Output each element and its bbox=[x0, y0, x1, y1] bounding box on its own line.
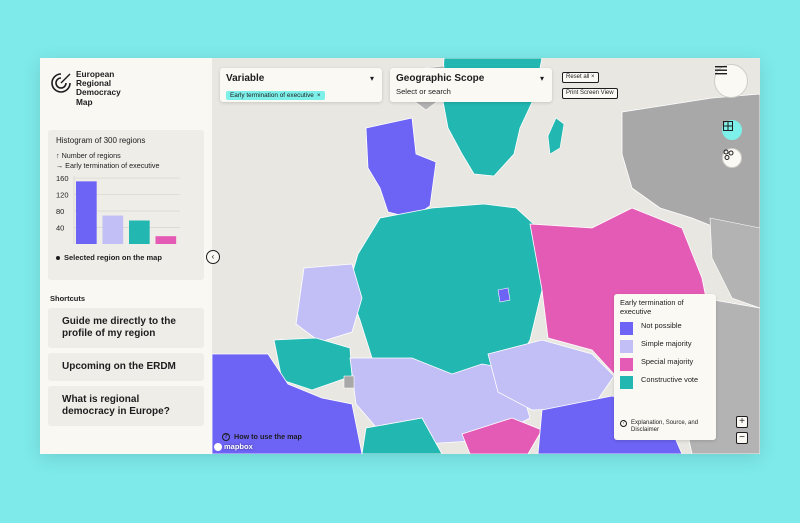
how-to-label: How to use the map bbox=[234, 432, 302, 441]
scope-title: Geographic Scope bbox=[396, 73, 485, 84]
legend-footer-text: Explanation, Source, and Disclaimer bbox=[631, 420, 699, 433]
layer-grid-button[interactable] bbox=[722, 120, 742, 140]
histogram-chart: 40 80 120 160 bbox=[56, 174, 180, 244]
logo-line: Regional bbox=[76, 78, 112, 89]
map-legend: Early termination of executive Not possi… bbox=[614, 294, 716, 440]
histogram-title: Histogram of 300 regions bbox=[56, 136, 146, 145]
print-screen-button[interactable]: Print Screen View bbox=[562, 88, 618, 99]
histogram-y-tick: 80 bbox=[56, 207, 64, 216]
logo-text: European Regional Democracy Map bbox=[76, 69, 146, 107]
zoom-out-button[interactable]: − bbox=[736, 432, 748, 444]
histogram-y-axis-label: ↑ Number of regions bbox=[56, 151, 121, 160]
selected-dot-icon bbox=[56, 255, 60, 260]
histogram-bar[interactable] bbox=[76, 181, 97, 244]
reset-label: Reset all bbox=[566, 74, 590, 80]
chevron-down-icon[interactable]: ▾ bbox=[369, 74, 374, 83]
legend-item: Not possible bbox=[620, 321, 710, 336]
histogram-y-tick: 120 bbox=[56, 191, 69, 200]
info-icon: ? bbox=[620, 420, 627, 427]
legend-swatch bbox=[620, 340, 633, 354]
logo-line: European bbox=[76, 69, 115, 79]
logo[interactable]: European Regional Democracy Map bbox=[48, 66, 204, 124]
how-to-use-link[interactable]: ? How to use the map bbox=[222, 432, 302, 441]
shortcut-regional-democracy[interactable]: What is regional democracy in Europe? bbox=[48, 386, 204, 426]
variable-chip[interactable]: Early termination of executive × bbox=[226, 91, 325, 100]
selected-region-legend: Selected region on the map bbox=[56, 253, 196, 262]
shortcuts-title: Shortcuts bbox=[50, 294, 86, 303]
zoom-in-button[interactable]: + bbox=[736, 416, 748, 428]
map[interactable]: Variable ▾ Early termination of executiv… bbox=[212, 58, 760, 454]
logo-icon bbox=[51, 73, 71, 93]
collapse-sidebar-button[interactable]: ‹ bbox=[206, 250, 220, 264]
legend-item: Simple majority bbox=[620, 339, 710, 354]
variable-select[interactable]: Variable ▾ Early termination of executiv… bbox=[220, 68, 382, 102]
histogram-bar[interactable] bbox=[129, 220, 150, 244]
logo-line: Democracy bbox=[76, 87, 121, 98]
reset-all-button[interactable]: Reset all × bbox=[562, 72, 599, 83]
scope-placeholder: Select or search bbox=[396, 87, 451, 96]
reset-close-icon: × bbox=[591, 74, 595, 80]
geographic-scope-select[interactable]: Geographic Scope ▾ Select or search bbox=[390, 68, 552, 102]
legend-label: Special majority bbox=[641, 357, 694, 367]
variable-chip-label: Early termination of executive bbox=[230, 92, 314, 99]
shortcut-guide-region[interactable]: Guide me directly to the profile of my r… bbox=[48, 308, 204, 348]
question-icon: ? bbox=[222, 432, 230, 441]
legend-swatch bbox=[620, 358, 633, 372]
chip-close-icon[interactable]: × bbox=[316, 92, 321, 99]
histogram-bar[interactable] bbox=[155, 236, 177, 244]
histogram-x-axis-label: → Early termination of executive bbox=[56, 160, 160, 170]
legend-item: Constructive vote bbox=[620, 375, 710, 390]
mapbox-attribution[interactable]: mapbox bbox=[214, 442, 253, 451]
layers-settings-button[interactable] bbox=[722, 148, 742, 168]
legend-swatch bbox=[620, 376, 633, 390]
histogram-card: Histogram of 300 regions ↑ Number of reg… bbox=[48, 130, 204, 280]
mapbox-label: mapbox bbox=[224, 442, 253, 451]
shortcut-upcoming[interactable]: Upcoming on the ERDM bbox=[48, 353, 204, 381]
mapbox-logo-icon bbox=[214, 442, 222, 451]
legend-footer-link[interactable]: ? Explanation, Source, and Disclaimer bbox=[620, 420, 711, 434]
grid-icon bbox=[723, 121, 733, 131]
sidebar: European Regional Democracy Map Histogra… bbox=[40, 58, 212, 454]
histogram-bar[interactable] bbox=[102, 215, 124, 244]
legend-label: Not possible bbox=[641, 321, 682, 331]
variable-title: Variable bbox=[226, 73, 265, 84]
logo-line: Map bbox=[76, 96, 93, 107]
menu-button[interactable] bbox=[714, 64, 748, 98]
legend-item: Special majority bbox=[620, 357, 710, 372]
histogram-y-tick: 40 bbox=[56, 224, 64, 233]
histogram-y-tick: 160 bbox=[56, 174, 69, 183]
app-window: European Regional Democracy Map Histogra… bbox=[40, 58, 760, 454]
chevron-down-icon[interactable]: ▾ bbox=[539, 74, 544, 83]
selected-region-label: Selected region on the map bbox=[64, 253, 162, 262]
legend-swatch bbox=[620, 322, 633, 336]
nodes-icon bbox=[723, 149, 734, 160]
hamburger-icon bbox=[715, 66, 727, 75]
legend-label: Constructive vote bbox=[641, 375, 699, 385]
legend-title: Early termination of executive bbox=[620, 298, 684, 316]
legend-label: Simple majority bbox=[641, 339, 692, 349]
